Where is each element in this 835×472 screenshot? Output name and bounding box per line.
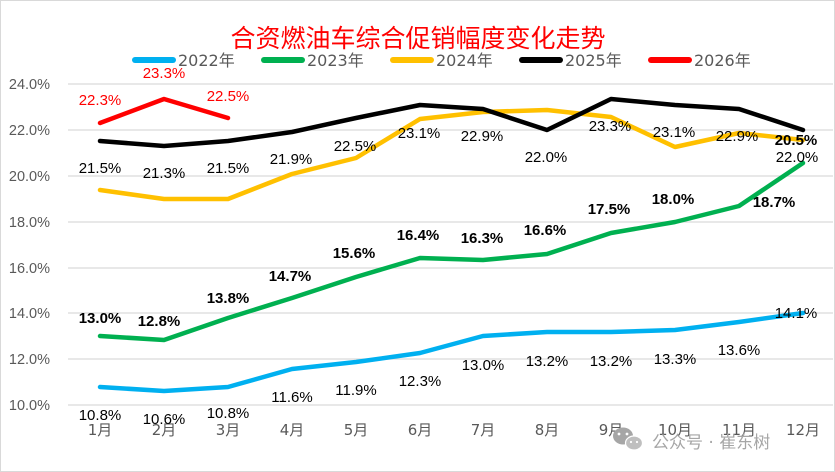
legend-item-2026[interactable]: 2026年	[648, 51, 751, 70]
svg-text:2025年: 2025年	[565, 51, 622, 70]
svg-text:13.8%: 13.8%	[207, 290, 250, 307]
svg-text:12月: 12月	[786, 421, 820, 439]
svg-text:21.5%: 21.5%	[79, 160, 122, 177]
svg-text:17.5%: 17.5%	[588, 201, 631, 218]
svg-text:20.5%: 20.5%	[775, 132, 818, 149]
svg-text:13.2%: 13.2%	[590, 353, 633, 370]
svg-text:23.3%: 23.3%	[589, 118, 632, 135]
svg-text:16.4%: 16.4%	[397, 227, 440, 244]
svg-text:22.0%: 22.0%	[9, 123, 50, 139]
data-labels-2026: 22.3% 23.3% 22.5%	[79, 65, 250, 109]
svg-text:6月: 6月	[408, 421, 433, 439]
series-line-2022[interactable]	[97, 310, 806, 394]
svg-text:2022年: 2022年	[178, 51, 235, 70]
svg-text:18.0%: 18.0%	[652, 191, 695, 208]
svg-text:13.3%: 13.3%	[654, 351, 697, 368]
svg-text:14.1%: 14.1%	[775, 305, 818, 322]
svg-text:22.5%: 22.5%	[207, 88, 250, 105]
gridlines	[68, 83, 833, 406]
svg-text:22.9%: 22.9%	[461, 128, 504, 145]
svg-text:14.7%: 14.7%	[269, 268, 312, 285]
svg-text:10.6%: 10.6%	[143, 411, 186, 428]
svg-text:11.6%: 11.6%	[271, 389, 312, 406]
legend-item-2024[interactable]: 2024年	[390, 51, 493, 70]
svg-text:22.5%: 22.5%	[334, 138, 377, 155]
svg-text:22.0%: 22.0%	[776, 149, 819, 166]
svg-text:20.0%: 20.0%	[9, 169, 50, 185]
y-axis: 10.0% 12.0% 14.0% 16.0% 18.0% 20.0% 22.0…	[9, 77, 50, 414]
svg-text:2023年: 2023年	[307, 51, 364, 70]
svg-text:11.9%: 11.9%	[335, 382, 376, 399]
data-labels-2022: 10.8% 10.6% 10.8% 11.6% 11.9% 12.3% 13.0…	[79, 305, 818, 428]
svg-text:16.0%: 16.0%	[9, 261, 50, 277]
svg-text:10.8%: 10.8%	[79, 407, 122, 424]
svg-text:2月: 2月	[152, 421, 177, 439]
legend-item-2023[interactable]: 2023年	[261, 51, 364, 70]
svg-text:10月: 10月	[658, 421, 692, 439]
svg-text:13.0%: 13.0%	[79, 310, 122, 327]
svg-text:3月: 3月	[216, 421, 241, 439]
svg-text:12.8%: 12.8%	[138, 313, 181, 330]
svg-text:21.3%: 21.3%	[143, 165, 186, 182]
data-labels-2023: 13.0% 12.8% 13.8% 14.7% 15.6% 16.4% 16.3…	[79, 132, 818, 330]
svg-text:13.6%: 13.6%	[718, 342, 761, 359]
series-line-2025[interactable]	[97, 96, 806, 149]
svg-text:23.1%: 23.1%	[653, 124, 696, 141]
chart-title: 合资燃油车综合促销幅度变化走势	[230, 24, 605, 53]
svg-text:5月: 5月	[344, 421, 369, 439]
legend-item-2022[interactable]: 2022年	[132, 51, 235, 70]
svg-text:16.3%: 16.3%	[461, 230, 504, 247]
svg-text:22.3%: 22.3%	[79, 92, 122, 109]
svg-text:23.1%: 23.1%	[398, 125, 441, 142]
wechat-icon	[613, 427, 644, 451]
svg-text:13.0%: 13.0%	[462, 357, 505, 374]
svg-text:21.9%: 21.9%	[270, 151, 313, 168]
svg-text:21.5%: 21.5%	[207, 160, 250, 177]
series-line-2024[interactable]	[97, 107, 806, 202]
svg-text:13.2%: 13.2%	[526, 353, 569, 370]
svg-text:14.0%: 14.0%	[9, 306, 50, 322]
svg-text:18.7%: 18.7%	[753, 194, 796, 211]
svg-text:24.0%: 24.0%	[9, 77, 50, 93]
series-line-2026[interactable]	[97, 96, 231, 126]
svg-text:22.0%: 22.0%	[525, 149, 568, 166]
data-labels-2025: 21.5% 21.3% 21.5% 21.9% 22.5% 23.1% 22.9…	[79, 118, 819, 182]
svg-text:8月: 8月	[535, 421, 560, 439]
legend-item-2025[interactable]: 2025年	[519, 51, 622, 70]
svg-text:11月: 11月	[722, 421, 756, 439]
x-axis: 1月 2月 3月 4月 5月 6月 7月 8月 9月 10月 11月 12月	[88, 421, 820, 439]
svg-text:10.8%: 10.8%	[207, 405, 250, 422]
svg-text:1月: 1月	[88, 421, 113, 439]
svg-text:23.3%: 23.3%	[143, 65, 186, 82]
watermark-text: 公众号 · 崔东树	[652, 433, 770, 453]
svg-text:4月: 4月	[280, 421, 305, 439]
series-line-2023[interactable]	[97, 160, 806, 343]
svg-text:15.6%: 15.6%	[333, 245, 376, 262]
svg-text:16.6%: 16.6%	[524, 222, 567, 239]
svg-text:2026年: 2026年	[694, 51, 751, 70]
legend: 2022年 2023年 2024年 2025年 2026年	[132, 51, 751, 70]
svg-text:10.0%: 10.0%	[9, 398, 50, 414]
svg-text:18.0%: 18.0%	[9, 215, 50, 231]
svg-text:12.3%: 12.3%	[399, 373, 442, 390]
svg-text:22.9%: 22.9%	[716, 128, 759, 145]
svg-text:12.0%: 12.0%	[9, 352, 50, 368]
watermark: 公众号 · 崔东树	[613, 427, 770, 453]
svg-text:2024年: 2024年	[436, 51, 493, 70]
svg-text:7月: 7月	[471, 421, 496, 439]
